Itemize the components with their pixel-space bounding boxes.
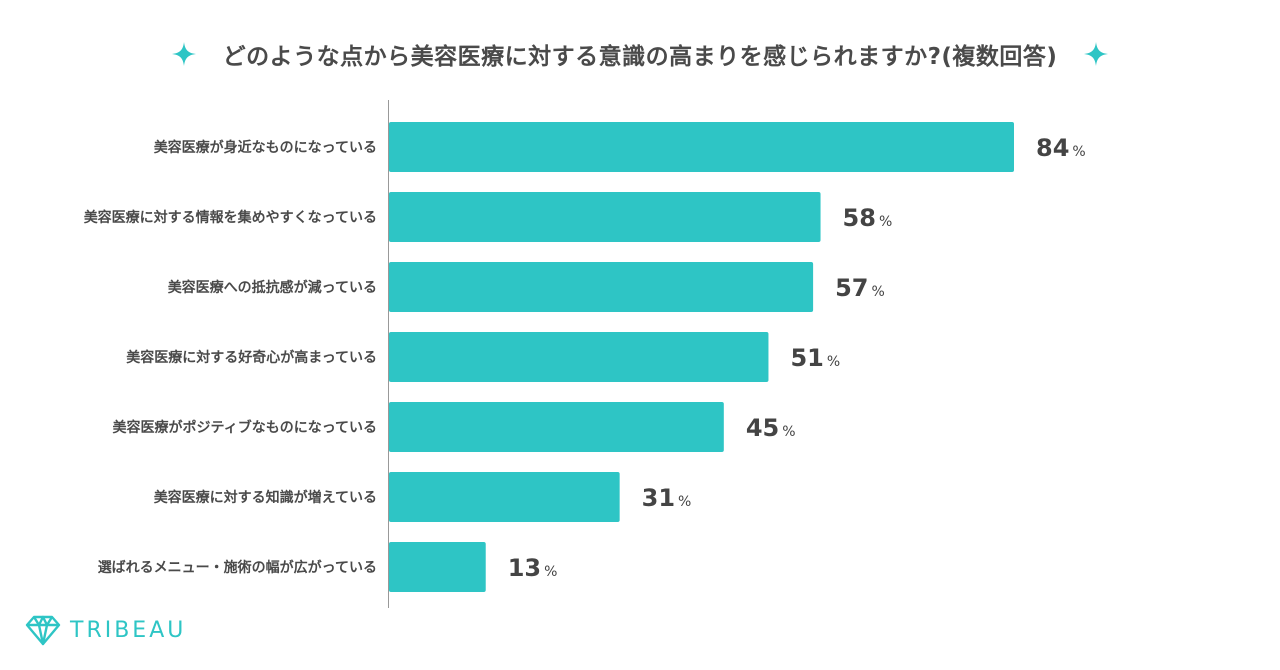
bar <box>389 332 769 382</box>
diamond-logo-icon <box>25 615 61 646</box>
value-label: 84% <box>1036 134 1086 162</box>
category-label: 美容医療への抵抗感が減っている <box>168 279 377 296</box>
bar <box>389 472 620 522</box>
value-unit: % <box>827 354 840 370</box>
bar <box>389 402 724 452</box>
chart-title: どのような点から美容医療に対する意識の高まりを感じられますか?(複数回答) <box>222 44 1058 70</box>
value-unit: % <box>879 214 892 230</box>
value-unit: % <box>544 564 557 580</box>
value-number: 51 <box>790 344 823 372</box>
category-label: 美容医療に対する知識が増えている <box>154 489 377 506</box>
value-label: 57% <box>835 274 885 302</box>
category-label: 美容医療に対する情報を集めやすくなっている <box>84 209 377 226</box>
sparkle-icon <box>171 42 196 66</box>
category-label: 美容医療が身近なものになっている <box>154 139 377 156</box>
bar <box>389 192 821 242</box>
value-unit: % <box>678 494 691 510</box>
value-label: 51% <box>790 344 840 372</box>
category-label: 美容医療に対する好奇心が高まっている <box>126 349 377 366</box>
value-label: 45% <box>746 414 796 442</box>
brand-logo: TRIBEAU <box>24 612 186 648</box>
value-number: 13 <box>508 554 541 582</box>
bar <box>389 122 1014 172</box>
category-label: 選ばれるメニュー・施術の幅が広がっている <box>98 559 377 576</box>
value-unit: % <box>1072 144 1085 160</box>
value-number: 57 <box>835 274 868 302</box>
value-number: 84 <box>1036 134 1069 162</box>
value-unit: % <box>872 284 885 300</box>
value-number: 31 <box>642 484 675 512</box>
bar <box>389 542 486 592</box>
value-unit: % <box>782 424 795 440</box>
value-label: 13% <box>508 554 558 582</box>
value-label: 58% <box>843 204 893 232</box>
category-label: 美容医療がポジティブなものになっている <box>113 419 377 436</box>
brand-name: TRIBEAU <box>70 617 187 643</box>
value-number: 45 <box>746 414 779 442</box>
value-label: 31% <box>642 484 692 512</box>
value-number: 58 <box>843 204 876 232</box>
chart-title-row: どのような点から美容医療に対する意識の高まりを感じられますか?(複数回答) <box>0 34 1280 74</box>
sparkle-icon <box>1084 42 1109 66</box>
bar <box>389 262 814 312</box>
